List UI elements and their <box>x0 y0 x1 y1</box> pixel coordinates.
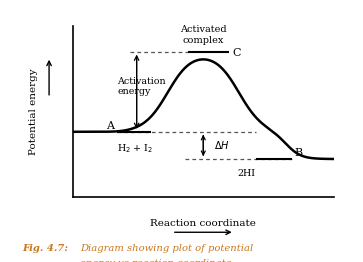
Text: B: B <box>295 148 303 158</box>
Text: Activated
complex: Activated complex <box>180 25 227 45</box>
Text: A: A <box>106 121 114 131</box>
Text: $\Delta H$: $\Delta H$ <box>214 139 229 151</box>
Text: H$_2$ + I$_2$: H$_2$ + I$_2$ <box>117 142 153 155</box>
Text: Diagram showing plot of potential: Diagram showing plot of potential <box>80 244 253 253</box>
Text: Potential energy: Potential energy <box>29 68 38 155</box>
Text: Activation
energy: Activation energy <box>117 77 166 96</box>
Text: Reaction coordinate: Reaction coordinate <box>150 219 256 228</box>
Text: Fig. 4.7:: Fig. 4.7: <box>22 244 68 253</box>
Text: 2HI: 2HI <box>237 169 255 178</box>
Text: energy vs reaction coordinate.: energy vs reaction coordinate. <box>80 259 234 262</box>
Text: C: C <box>232 48 241 58</box>
